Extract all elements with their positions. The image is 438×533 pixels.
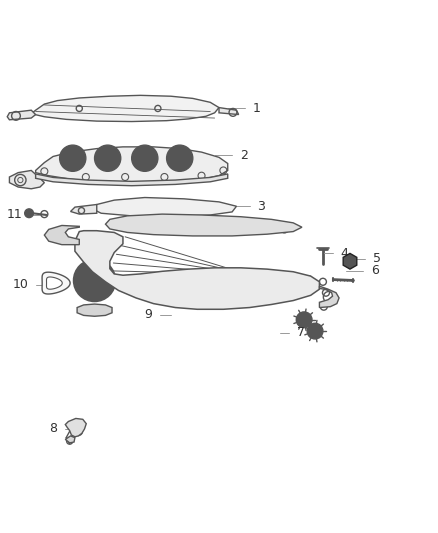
Text: 2: 2 [240, 149, 248, 161]
Polygon shape [7, 110, 35, 120]
Text: 11: 11 [7, 208, 22, 222]
Polygon shape [71, 205, 97, 214]
Circle shape [307, 323, 323, 339]
Circle shape [74, 260, 116, 302]
Circle shape [80, 266, 109, 295]
Text: 8: 8 [49, 423, 57, 435]
Polygon shape [10, 171, 44, 189]
Circle shape [172, 150, 187, 166]
Circle shape [166, 145, 193, 171]
Polygon shape [42, 272, 70, 294]
Polygon shape [46, 277, 62, 289]
Text: 5: 5 [373, 252, 381, 265]
Polygon shape [44, 225, 79, 245]
Circle shape [60, 145, 86, 171]
Text: 4: 4 [340, 247, 348, 260]
Circle shape [296, 312, 312, 328]
Text: 10: 10 [13, 278, 28, 292]
Polygon shape [65, 418, 86, 437]
Polygon shape [319, 286, 339, 308]
Polygon shape [343, 253, 357, 269]
Circle shape [100, 150, 116, 166]
Polygon shape [77, 304, 112, 316]
Circle shape [25, 209, 33, 217]
Polygon shape [75, 231, 319, 309]
Polygon shape [219, 108, 239, 115]
Polygon shape [31, 95, 219, 122]
Polygon shape [35, 174, 228, 185]
Text: 1: 1 [253, 102, 261, 115]
Text: 7: 7 [297, 326, 305, 340]
Circle shape [65, 150, 81, 166]
Polygon shape [92, 198, 237, 217]
Polygon shape [106, 214, 302, 236]
Polygon shape [35, 147, 228, 183]
Text: 6: 6 [371, 264, 379, 277]
Text: 9: 9 [145, 308, 152, 321]
Circle shape [132, 145, 158, 171]
Circle shape [95, 145, 121, 171]
Polygon shape [65, 436, 75, 443]
Text: 3: 3 [258, 200, 265, 213]
Circle shape [137, 150, 152, 166]
